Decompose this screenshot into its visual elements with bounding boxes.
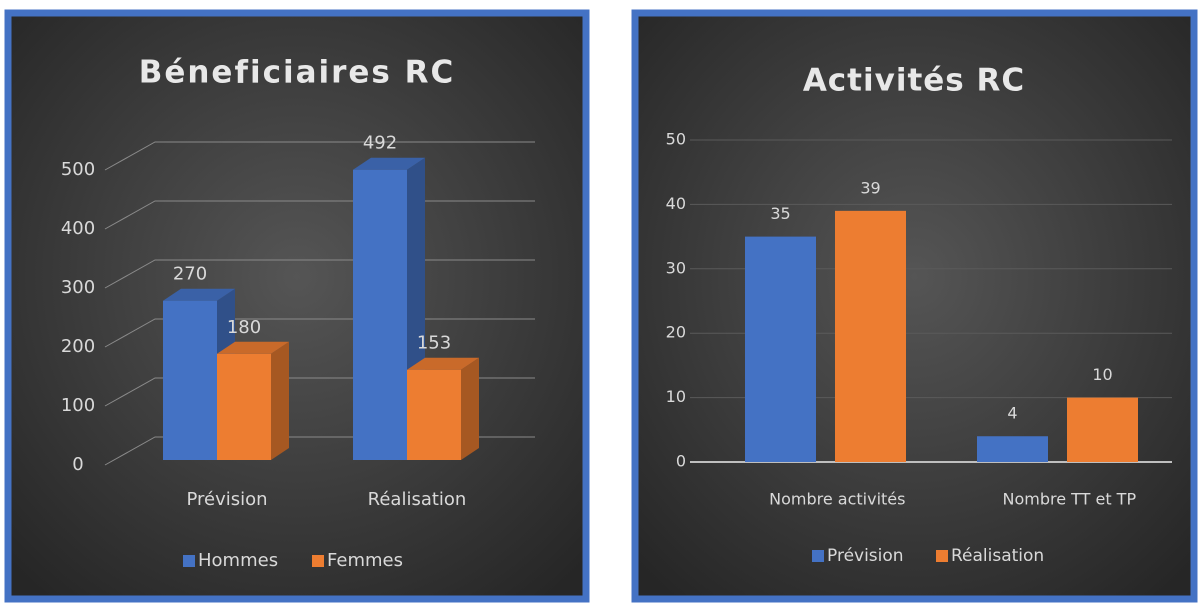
y-tick-label: 100	[61, 395, 95, 416]
x-tick-label: Prévision	[186, 489, 267, 510]
data-label: 10	[1092, 365, 1112, 384]
bar	[163, 300, 217, 460]
y-tick-label: 0	[72, 454, 83, 475]
y-tick-label: 30	[666, 258, 686, 277]
legend-swatch	[812, 550, 824, 562]
legend-swatch	[183, 555, 195, 567]
legend-label: Réalisation	[951, 546, 1044, 566]
y-tick-label: 40	[666, 194, 686, 213]
bar-top	[407, 357, 479, 370]
y-tick-label: 200	[61, 336, 95, 357]
chart-title: Activités RC	[803, 63, 1025, 99]
legend-swatch	[936, 550, 948, 562]
grid-line	[104, 141, 535, 171]
bar-side	[461, 357, 479, 460]
y-tick-label: 20	[666, 323, 686, 342]
data-label: 4	[1007, 404, 1017, 423]
y-tick-label: 500	[61, 159, 95, 180]
bar	[407, 369, 461, 460]
bar-side	[271, 341, 289, 460]
bar	[977, 436, 1048, 462]
legend-label: Prévision	[827, 546, 904, 566]
data-label: 270	[173, 264, 207, 285]
bar	[353, 169, 407, 460]
panel	[4, 9, 590, 603]
data-label: 492	[363, 133, 397, 154]
bar	[1067, 397, 1138, 462]
bar-top	[353, 157, 425, 170]
y-tick-label: 0	[676, 452, 686, 471]
x-tick-label: Nombre TT et TP	[1002, 490, 1136, 509]
data-label: 35	[770, 204, 790, 223]
bar	[745, 236, 816, 462]
y-tick-label: 400	[61, 218, 95, 239]
y-tick-label: 10	[666, 387, 686, 406]
legend-swatch	[312, 555, 324, 567]
bar-top	[217, 341, 289, 354]
data-label: 153	[417, 333, 451, 354]
x-tick-label: Nombre activités	[769, 490, 905, 509]
data-label: 39	[860, 178, 880, 197]
chart-title: Béneficiaires RC	[139, 55, 456, 91]
data-label: 180	[227, 317, 261, 338]
bar-top	[163, 288, 235, 301]
bar	[217, 353, 271, 460]
x-tick-label: Réalisation	[368, 489, 467, 510]
y-tick-label: 50	[666, 130, 686, 149]
panel	[631, 9, 1198, 603]
legend-label: Hommes	[198, 550, 278, 571]
y-tick-label: 300	[61, 277, 95, 298]
bar	[835, 210, 906, 462]
legend-label: Femmes	[327, 550, 403, 571]
